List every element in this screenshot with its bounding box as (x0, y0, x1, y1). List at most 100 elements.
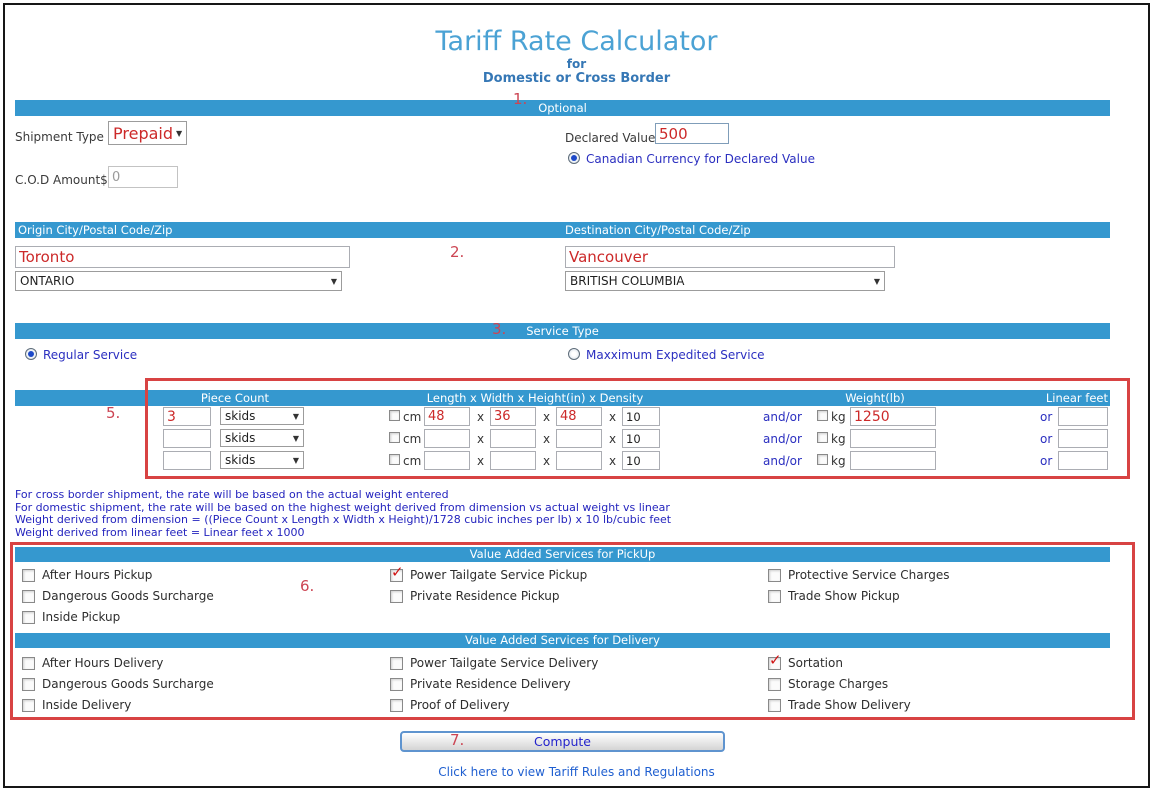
vas-item[interactable]: Inside Pickup (22, 611, 214, 624)
checkbox[interactable] (768, 699, 781, 712)
checkbox-label: Private Residence Delivery (410, 677, 571, 691)
width-input[interactable] (490, 429, 536, 448)
density-input[interactable] (622, 429, 660, 448)
checkbox-label: Protective Service Charges (788, 568, 950, 582)
page-subtitle-for: for (566, 57, 587, 71)
vas-item[interactable]: Trade Show Pickup (768, 590, 950, 603)
page-title: Tariff Rate Calculator (435, 26, 718, 57)
kg-checkbox[interactable] (817, 454, 828, 465)
destination-region-select[interactable]: BRITISH COLUMBIA ▼ (565, 271, 885, 291)
piece-count-input[interactable] (163, 451, 211, 470)
checkbox[interactable] (768, 678, 781, 691)
checkbox[interactable] (22, 569, 35, 582)
weight-input[interactable] (850, 451, 936, 470)
density-input[interactable] (622, 407, 660, 426)
kg-label: kg (831, 454, 846, 468)
vas-item[interactable]: Power Tailgate Service Pickup (390, 566, 587, 582)
length-input[interactable] (424, 429, 470, 448)
checkbox-label: After Hours Pickup (42, 568, 153, 582)
cod-amount-input[interactable] (108, 166, 178, 188)
unit-select[interactable]: skids ▼ (220, 451, 304, 469)
checkbox[interactable] (22, 611, 35, 624)
x-separator: x (477, 454, 485, 468)
kg-checkbox[interactable] (817, 432, 828, 443)
x-separator: x (543, 410, 551, 424)
vas-pickup-header-label: Value Added Services for PickUp (469, 547, 656, 561)
service-type-header: Service Type (15, 323, 1110, 339)
destination-city-input[interactable] (565, 246, 895, 268)
weight-input[interactable] (850, 429, 936, 448)
checkbox[interactable] (768, 654, 782, 670)
density-input[interactable] (622, 451, 660, 470)
vas-item[interactable]: Dangerous Goods Surcharge (22, 590, 214, 603)
vas-item[interactable]: After Hours Pickup (22, 569, 214, 582)
kg-label: kg (831, 410, 846, 424)
checkbox[interactable] (390, 566, 404, 582)
vas-item[interactable]: Private Residence Pickup (390, 590, 587, 603)
compute-button[interactable]: Compute (400, 731, 725, 752)
checkbox[interactable] (22, 678, 35, 691)
checkbox[interactable] (768, 590, 781, 603)
vas-item[interactable]: Dangerous Goods Surcharge (22, 678, 214, 691)
length-input[interactable] (424, 451, 470, 470)
note-line: Weight derived from dimension = ((Piece … (15, 513, 672, 526)
unit-select[interactable]: skids ▼ (220, 407, 304, 425)
vas-item[interactable]: Private Residence Delivery (390, 678, 598, 691)
linear-feet-input[interactable] (1058, 429, 1108, 448)
currency-radio[interactable] (568, 152, 580, 164)
vas-item[interactable]: Sortation (768, 654, 911, 670)
origin-city-input[interactable] (15, 246, 350, 268)
vas-item[interactable]: Proof of Delivery (390, 699, 598, 712)
checkbox[interactable] (390, 590, 403, 603)
kg-checkbox[interactable] (817, 410, 828, 421)
pieces-header-bar: Piece Count Length x Width x Height(in) … (15, 390, 1110, 406)
height-input[interactable] (556, 429, 602, 448)
andor-label: and/or (763, 410, 802, 424)
linear-feet-input[interactable] (1058, 407, 1108, 426)
vas-item[interactable]: Inside Delivery (22, 699, 214, 712)
checkbox-label: Inside Delivery (42, 698, 132, 712)
declared-value-input[interactable] (655, 123, 729, 144)
checkbox[interactable] (768, 569, 781, 582)
checkbox[interactable] (22, 657, 35, 670)
cm-checkbox[interactable] (389, 454, 400, 465)
vas-delivery-col2: Power Tailgate Service Delivery Private R… (390, 657, 598, 720)
route-section-header: Origin City/Postal Code/Zip Destination … (15, 222, 1110, 238)
checkbox[interactable] (390, 699, 403, 712)
piece-row: skids ▼ cm x x x and/or kg or (0, 451, 1153, 471)
width-input[interactable] (490, 407, 536, 426)
cm-checkbox[interactable] (389, 432, 400, 443)
vas-item[interactable]: Trade Show Delivery (768, 699, 911, 712)
length-input[interactable] (424, 407, 470, 426)
cm-label: cm (403, 410, 422, 424)
piece-count-input[interactable] (163, 429, 211, 448)
vas-item[interactable]: Power Tailgate Service Delivery (390, 657, 598, 670)
checkbox-label: Dangerous Goods Surcharge (42, 589, 214, 603)
piece-count-input[interactable] (163, 407, 211, 426)
tariff-rules-link[interactable]: Click here to view Tariff Rules and Regu… (438, 765, 715, 779)
width-input[interactable] (490, 451, 536, 470)
cm-checkbox[interactable] (389, 410, 400, 421)
vas-item[interactable]: Protective Service Charges (768, 569, 950, 582)
vas-item[interactable]: After Hours Delivery (22, 657, 214, 670)
height-input[interactable] (556, 451, 602, 470)
weight-input[interactable] (850, 407, 936, 426)
checkbox[interactable] (390, 657, 403, 670)
vas-item[interactable]: Storage Charges (768, 678, 911, 691)
expedited-service-radio[interactable] (568, 348, 580, 360)
regular-service-radio[interactable] (25, 348, 37, 360)
origin-region-select[interactable]: ONTARIO ▼ (15, 271, 342, 291)
checkbox-label: Trade Show Delivery (788, 698, 911, 712)
annotation-3: 3. (492, 320, 507, 338)
unit-select-value: skids (225, 453, 256, 467)
linear-feet-input[interactable] (1058, 451, 1108, 470)
destination-header-label: Destination City/Postal Code/Zip (565, 223, 751, 237)
checkbox[interactable] (22, 699, 35, 712)
unit-select[interactable]: skids ▼ (220, 429, 304, 447)
checkbox[interactable] (390, 678, 403, 691)
shipment-type-select[interactable]: Prepaid ▼ (108, 121, 188, 145)
height-input[interactable] (556, 407, 602, 426)
checkbox[interactable] (22, 590, 35, 603)
regular-service-label: Regular Service (43, 348, 138, 362)
chevron-down-icon: ▼ (292, 411, 299, 421)
